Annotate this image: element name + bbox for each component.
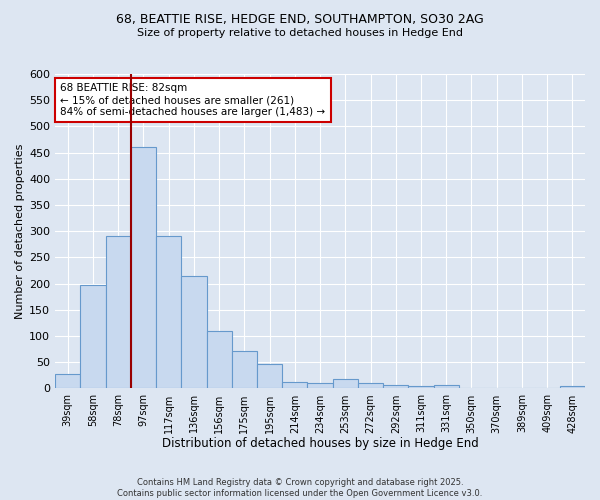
Bar [560, 386, 585, 388]
Bar [55, 374, 80, 388]
Bar [307, 383, 332, 388]
Bar [383, 385, 409, 388]
Bar [282, 382, 307, 388]
Bar [156, 236, 181, 388]
Text: Size of property relative to detached houses in Hedge End: Size of property relative to detached ho… [137, 28, 463, 38]
Bar [434, 385, 459, 388]
Bar [206, 331, 232, 388]
Bar [131, 148, 156, 388]
Text: 68 BEATTIE RISE: 82sqm
← 15% of detached houses are smaller (261)
84% of semi-de: 68 BEATTIE RISE: 82sqm ← 15% of detached… [61, 84, 326, 116]
Bar [358, 383, 383, 388]
Text: Contains HM Land Registry data © Crown copyright and database right 2025.
Contai: Contains HM Land Registry data © Crown c… [118, 478, 482, 498]
Bar [257, 364, 282, 388]
Bar [80, 285, 106, 389]
Bar [181, 276, 206, 388]
Bar [409, 386, 434, 388]
Bar [332, 379, 358, 388]
Bar [232, 350, 257, 389]
Y-axis label: Number of detached properties: Number of detached properties [15, 144, 25, 319]
Bar [106, 236, 131, 388]
X-axis label: Distribution of detached houses by size in Hedge End: Distribution of detached houses by size … [162, 437, 478, 450]
Text: 68, BEATTIE RISE, HEDGE END, SOUTHAMPTON, SO30 2AG: 68, BEATTIE RISE, HEDGE END, SOUTHAMPTON… [116, 12, 484, 26]
